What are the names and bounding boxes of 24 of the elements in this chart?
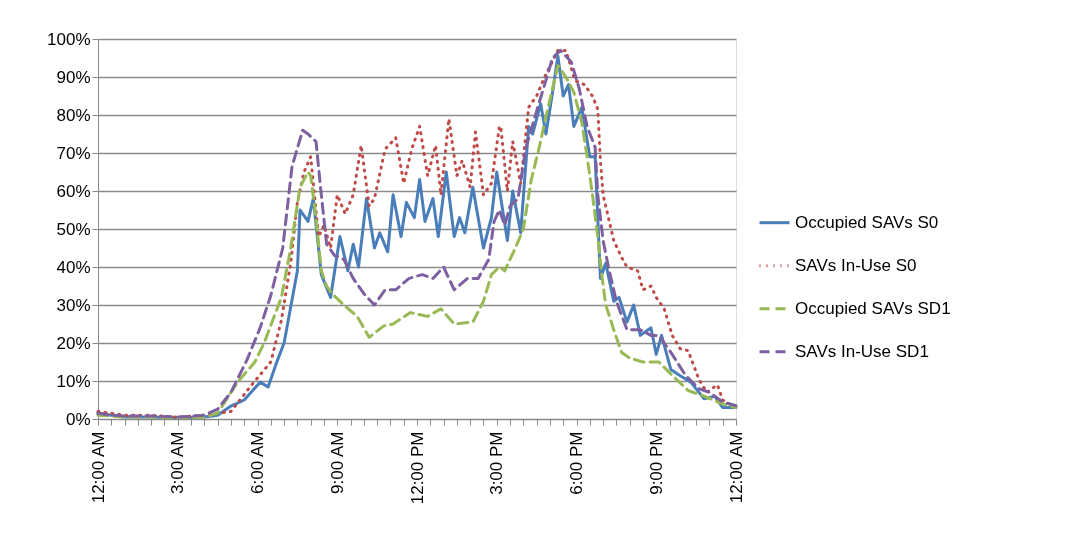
y-tick-label: 40%: [56, 257, 91, 277]
y-tick-label: 80%: [56, 105, 91, 125]
y-tick-label: 70%: [56, 143, 91, 163]
y-tick-label: 50%: [56, 219, 91, 239]
legend-label: SAVs In-Use SD1: [795, 341, 929, 361]
y-tick-label: 10%: [56, 371, 91, 391]
legend-label: SAVs In-Use S0: [795, 255, 917, 275]
legend-label: Occupied SAVs SD1: [795, 298, 951, 318]
x-tick-label: 12:00 AM: [726, 431, 746, 504]
legend-label: Occupied SAVs S0: [795, 212, 939, 232]
x-tick-label: 9:00 PM: [646, 431, 666, 495]
x-tick-label: 6:00 PM: [567, 431, 586, 495]
y-tick-label: 100%: [47, 29, 91, 49]
y-tick-label: 30%: [56, 295, 91, 315]
y-tick-label: 20%: [56, 333, 91, 353]
x-tick-label: 3:00 PM: [487, 431, 507, 495]
x-tick-label: 6:00 AM: [248, 431, 267, 494]
x-tick-label: 12:00 AM: [88, 431, 108, 504]
y-tick-label: 0%: [65, 409, 91, 429]
y-tick-label: 60%: [56, 181, 91, 201]
y-tick-label: 90%: [56, 67, 91, 87]
x-tick-label: 12:00 PM: [407, 431, 427, 505]
x-tick-label: 9:00 AM: [327, 431, 347, 494]
x-tick-label: 3:00 AM: [168, 431, 188, 494]
